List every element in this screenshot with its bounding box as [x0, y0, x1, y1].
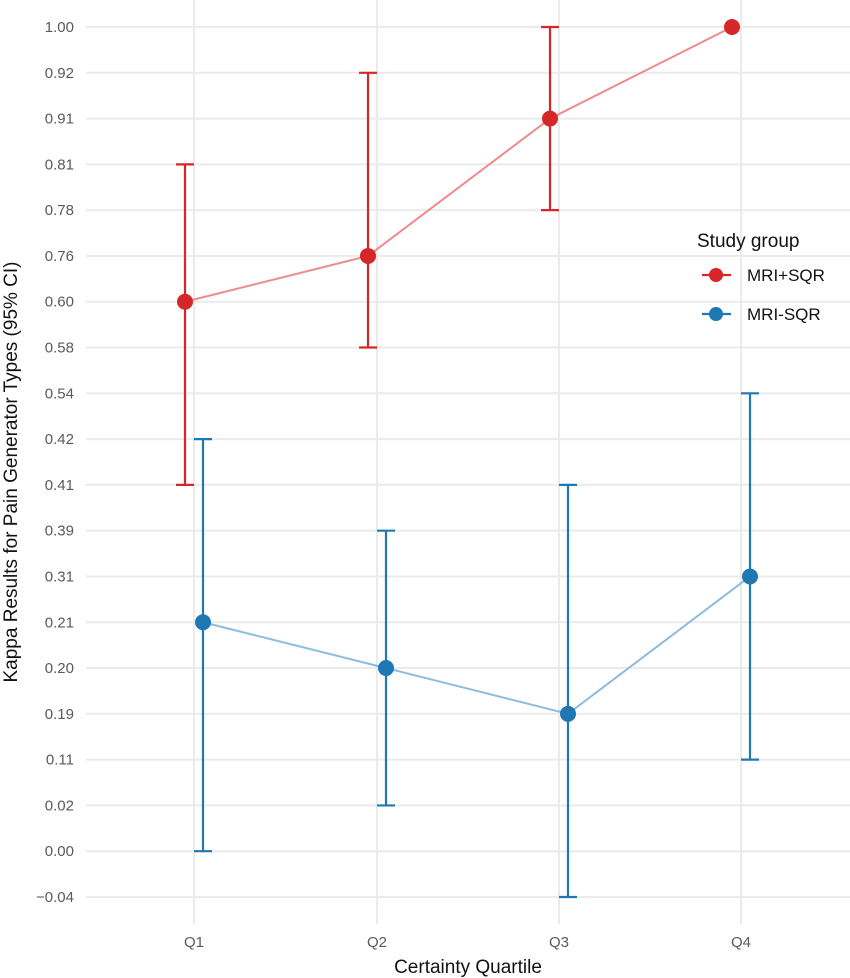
- y-tick-label: 0.81: [45, 156, 74, 173]
- series-layer: [176, 19, 759, 899]
- y-tick-label: 0.42: [45, 431, 74, 448]
- y-tick-label: 0.54: [45, 385, 74, 402]
- error-bar: [176, 163, 194, 486]
- data-point: [542, 110, 558, 127]
- series-line: [184, 26, 733, 303]
- x-tick-label: Q2: [367, 934, 387, 951]
- y-tick-label: 0.00: [45, 843, 74, 860]
- legend-label: MRI-SQR: [747, 305, 821, 324]
- x-axis-tick-labels: Q1 Q2 Q3 Q4: [184, 934, 751, 951]
- legend-title: Study group: [697, 231, 799, 252]
- y-tick-label: 1.00: [45, 19, 74, 36]
- data-point: [195, 614, 211, 631]
- horizontal-gridlines: [86, 26, 850, 898]
- y-tick-label: 0.41: [45, 477, 74, 494]
- x-tick-label: Q3: [549, 934, 569, 951]
- y-tick-label: 0.21: [45, 614, 74, 631]
- legend-item: MRI+SQR: [702, 266, 825, 285]
- legend-key-point: [709, 307, 723, 321]
- y-tick-label: 0.91: [45, 111, 74, 128]
- legend-label: MRI+SQR: [747, 266, 825, 285]
- y-tick-label: 0.76: [45, 248, 74, 265]
- y-tick-label: 0.92: [45, 65, 74, 82]
- y-tick-label: 0.20: [45, 660, 74, 677]
- vertical-gridlines: [193, 0, 742, 924]
- y-axis-tick-labels: 1.00 0.92 0.91 0.81 0.78 0.76 0.60 0.58 0.54 0.42…: [36, 19, 74, 906]
- y-tick-label: 0.39: [45, 523, 74, 540]
- legend-item: MRI-SQR: [702, 305, 821, 324]
- y-tick-label: 0.11: [46, 752, 74, 769]
- data-point: [742, 568, 758, 585]
- y-tick-label: 0.02: [45, 797, 74, 814]
- error-bar: [194, 438, 212, 853]
- y-axis-title: Kappa Results for Pain Generator Types (…: [1, 261, 22, 682]
- y-tick-label: 0.58: [45, 340, 74, 357]
- series-mri-sqr: [176, 19, 740, 486]
- x-axis-title: Certainty Quartile: [394, 957, 542, 978]
- error-bar: [559, 483, 577, 899]
- y-tick-label: 0.31: [45, 568, 74, 585]
- data-point: [360, 247, 376, 264]
- y-tick-label: −0.04: [36, 889, 74, 906]
- data-point: [724, 19, 740, 35]
- series-mri-sqr: [194, 392, 759, 899]
- data-point: [378, 660, 394, 677]
- data-point: [560, 705, 576, 722]
- x-tick-label: Q4: [731, 934, 751, 951]
- y-tick-label: 0.19: [45, 706, 74, 723]
- legend: Study group MRI+SQR MRI-SQR: [697, 231, 825, 324]
- x-tick-label: Q1: [184, 934, 204, 951]
- error-bar: [359, 71, 377, 349]
- y-tick-label: 0.78: [45, 202, 74, 219]
- data-point: [177, 293, 193, 310]
- y-tick-label: 0.60: [45, 294, 74, 311]
- series-line: [202, 575, 751, 715]
- legend-key-point: [709, 268, 723, 282]
